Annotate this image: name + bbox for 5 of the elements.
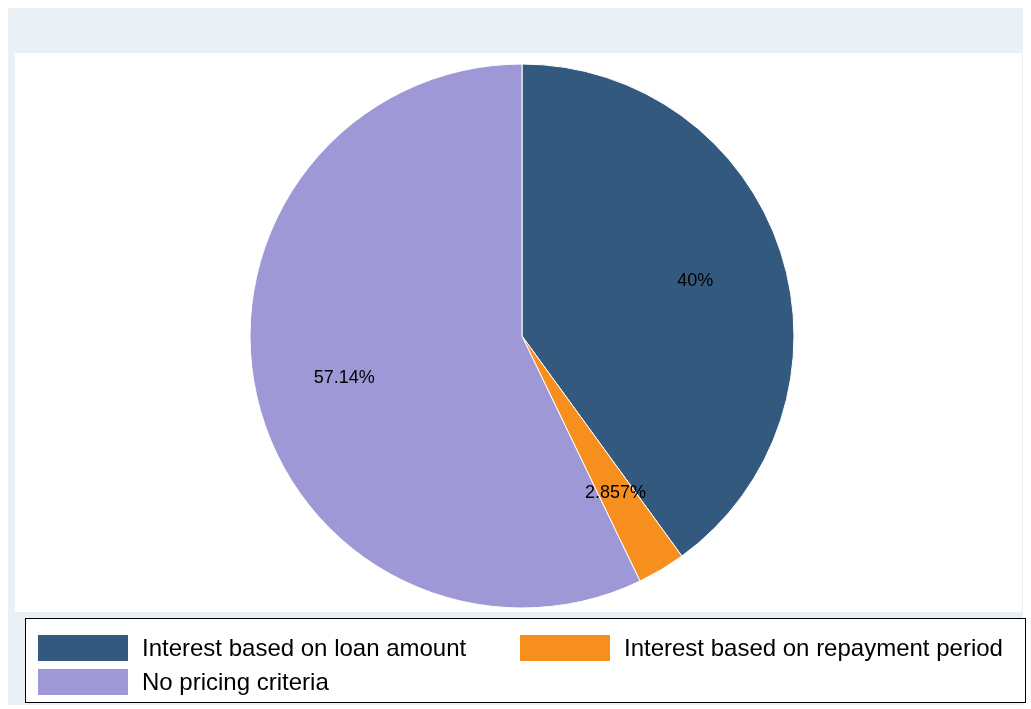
legend-label: Interest based on loan amount xyxy=(142,634,467,662)
data-label: 40% xyxy=(677,269,714,290)
legend-label: No pricing criteria xyxy=(142,668,329,696)
legend-label: Interest based on repayment period xyxy=(624,634,1003,662)
data-label: 57.14% xyxy=(313,366,375,387)
